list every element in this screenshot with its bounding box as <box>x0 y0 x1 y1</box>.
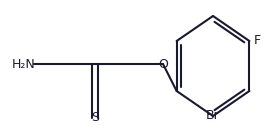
Text: F: F <box>254 35 261 47</box>
Text: H₂N: H₂N <box>12 58 36 70</box>
Text: Br: Br <box>206 109 220 122</box>
Text: S: S <box>91 111 99 124</box>
Text: O: O <box>158 58 168 70</box>
